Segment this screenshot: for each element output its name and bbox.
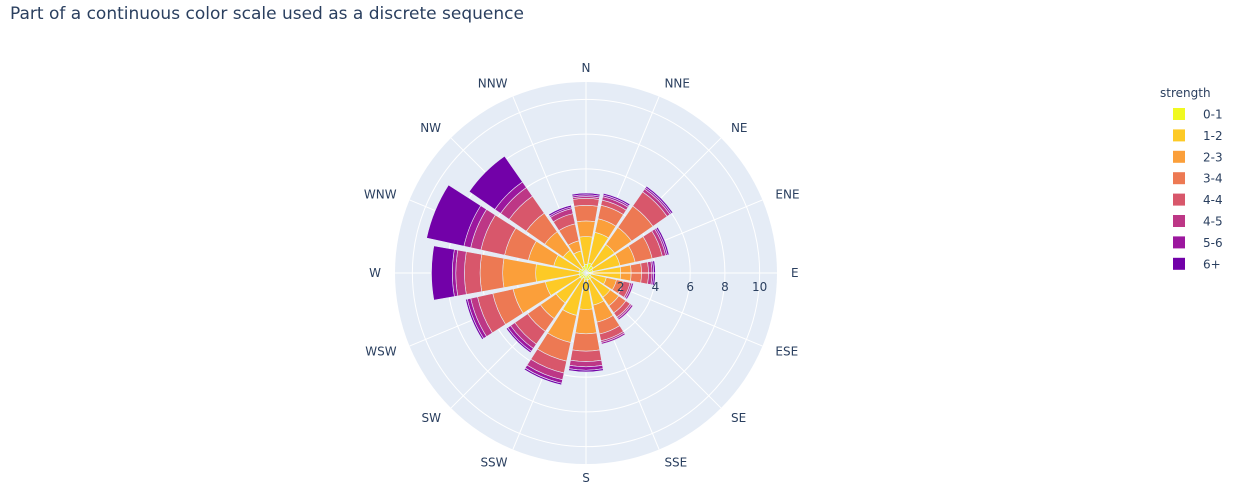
legend-swatch (1173, 215, 1185, 227)
radial-tick-label: 4 (652, 280, 660, 294)
angular-tick-label: N (582, 61, 591, 75)
legend-swatch (1173, 236, 1185, 249)
bar-N-3-4 (573, 204, 599, 223)
radial-tick-label: 6 (686, 280, 694, 294)
legend-swatch (1173, 193, 1185, 206)
radial-tick-label: 0 (582, 280, 590, 294)
bar-N-6+ (571, 192, 601, 197)
angular-tick-label: WSW (365, 344, 396, 358)
bar-ENE-6+ (655, 226, 670, 256)
legend-title: strength (1160, 86, 1211, 100)
angular-tick-label: SE (731, 411, 746, 425)
legend-item[interactable]: 3-4 (1173, 172, 1223, 186)
angular-tick-label: ESE (775, 344, 798, 358)
bar-NW-6+ (468, 155, 523, 210)
legend-item[interactable]: 1-2 (1173, 129, 1223, 143)
angular-tick-label: W (369, 266, 381, 280)
bar-W-4-4 (464, 251, 483, 295)
legend-swatch (1173, 172, 1185, 185)
angular-tick-label: WNW (364, 188, 397, 202)
angular-tick-labels: N NNE NE ENE E ESE SE SSE S SSW SW WSW W WNW NW NNW (364, 61, 800, 485)
angular-tick-label: E (791, 266, 799, 280)
legend-label: 1-2 (1203, 129, 1223, 143)
chart-title: Part of a continuous color scale used as… (10, 4, 524, 24)
angular-tick-label: SSE (664, 455, 687, 469)
legend-label: 4-5 (1203, 215, 1223, 229)
legend-item[interactable]: 4-5 (1173, 215, 1223, 229)
bar-N-4-4 (572, 198, 600, 207)
bar-S-4-4 (570, 349, 602, 362)
legend-item[interactable]: 2-3 (1173, 150, 1223, 164)
bar-SW-6+ (505, 327, 532, 354)
radial-tick-labels: 0 2 4 6 8 10 (582, 272, 777, 294)
legend-item[interactable]: 0-1 (1173, 108, 1223, 122)
legend-label: 0-1 (1203, 108, 1223, 122)
angular-tick-label: NNW (478, 77, 508, 91)
angular-tick-label: SSW (480, 455, 507, 469)
angular-tick-label: NNE (664, 77, 690, 91)
radial-tick-label: 8 (721, 280, 729, 294)
bar-N-2-3 (576, 220, 596, 238)
bar-S-6+ (568, 368, 604, 373)
legend-label: 5-6 (1203, 236, 1223, 250)
legend-swatch (1173, 257, 1185, 270)
bar-ESE-5-6 (625, 282, 634, 300)
legend-label: 2-3 (1203, 150, 1223, 164)
radial-tick-label: 10 (752, 280, 767, 294)
angular-tick-label: NW (420, 121, 441, 135)
angular-tick-label: SW (422, 411, 442, 425)
bar-SSW-6+ (523, 367, 563, 386)
legend-item[interactable]: 6+ (1173, 257, 1221, 271)
legend-label: 4-4 (1203, 193, 1223, 207)
legend-label: 3-4 (1203, 172, 1223, 186)
legend-swatch (1173, 129, 1185, 142)
polar-bars (426, 155, 674, 386)
legend-swatch (1173, 150, 1185, 163)
bar-W-6+ (431, 245, 455, 301)
bar-W-3-4 (479, 254, 505, 292)
bar-WSW-6+ (465, 298, 485, 340)
legend-item[interactable]: 4-4 (1173, 193, 1223, 207)
bar-SSE-5-6 (600, 332, 626, 345)
angular-tick-label: S (582, 471, 590, 485)
bar-NNW-6+ (548, 204, 572, 217)
bar-NE-6+ (645, 185, 674, 214)
bar-S-3-4 (571, 332, 601, 352)
bar-SE-5-6 (617, 304, 634, 321)
bar-NNE-6+ (602, 192, 631, 207)
legend-swatch (1173, 108, 1185, 120)
legend-item[interactable]: 5-6 (1173, 236, 1223, 250)
bar-WNW-6+ (426, 184, 482, 247)
legend: strength 0-1 1-2 2-3 3-4 4-4 4-5 5-6 6+ (1160, 86, 1223, 271)
radial-tick-label: 2 (617, 280, 625, 294)
angular-tick-label: ENE (775, 188, 799, 202)
legend-label: 6+ (1203, 257, 1221, 271)
angular-tick-label: NE (731, 121, 748, 135)
